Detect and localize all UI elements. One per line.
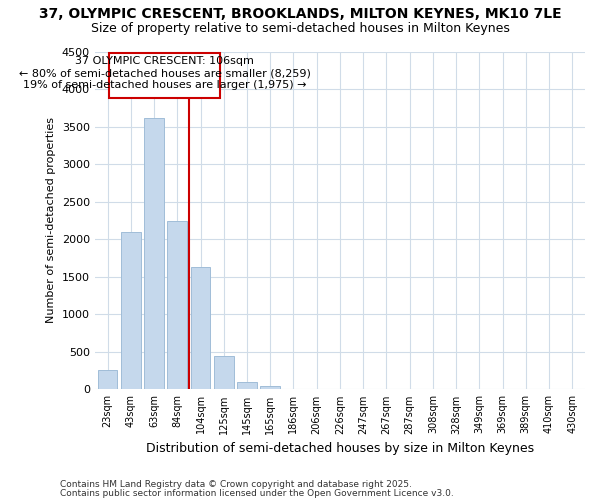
Bar — [144, 118, 164, 390]
X-axis label: Distribution of semi-detached houses by size in Milton Keynes: Distribution of semi-detached houses by … — [146, 442, 534, 455]
Bar — [191, 267, 211, 390]
Text: Size of property relative to semi-detached houses in Milton Keynes: Size of property relative to semi-detach… — [91, 22, 509, 35]
Bar — [167, 221, 187, 390]
FancyBboxPatch shape — [109, 53, 220, 98]
Text: 19% of semi-detached houses are larger (1,975) →: 19% of semi-detached houses are larger (… — [23, 80, 306, 90]
Text: 37 OLYMPIC CRESCENT: 106sqm: 37 OLYMPIC CRESCENT: 106sqm — [75, 56, 254, 66]
Text: Contains HM Land Registry data © Crown copyright and database right 2025.: Contains HM Land Registry data © Crown c… — [60, 480, 412, 489]
Y-axis label: Number of semi-detached properties: Number of semi-detached properties — [46, 118, 56, 324]
Text: Contains public sector information licensed under the Open Government Licence v3: Contains public sector information licen… — [60, 488, 454, 498]
Bar — [260, 386, 280, 390]
Bar — [237, 382, 257, 390]
Text: ← 80% of semi-detached houses are smaller (8,259): ← 80% of semi-detached houses are smalle… — [19, 68, 310, 78]
Text: 37, OLYMPIC CRESCENT, BROOKLANDS, MILTON KEYNES, MK10 7LE: 37, OLYMPIC CRESCENT, BROOKLANDS, MILTON… — [38, 8, 562, 22]
Bar — [214, 356, 233, 390]
Bar — [98, 370, 118, 390]
Bar — [121, 232, 141, 390]
